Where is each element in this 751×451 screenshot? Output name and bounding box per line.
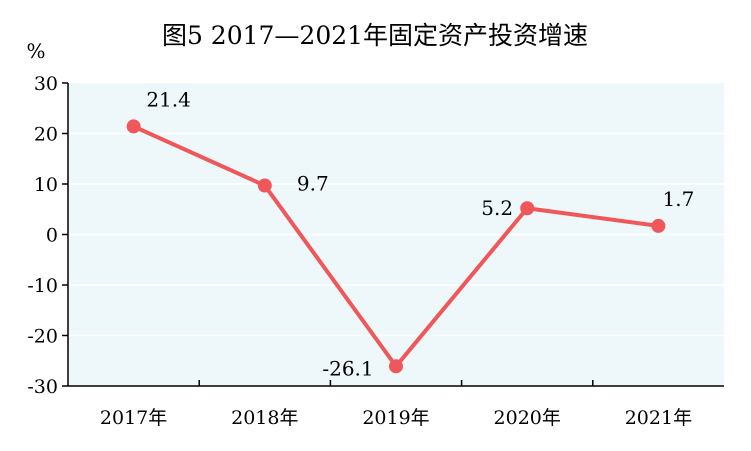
x-tick-labels: 2017年 2018年 2019年 2020年 2021年 — [100, 407, 692, 429]
y-tick-label: 0 — [46, 225, 58, 247]
data-label: 9.7 — [297, 172, 329, 196]
y-tick-label: 30 — [34, 73, 58, 95]
y-tick-labels: 30 20 10 0 -10 -20 -30 — [27, 73, 58, 398]
grid-lines — [68, 132, 724, 337]
x-tick-label: 2021年 — [625, 407, 692, 429]
data-point — [126, 119, 141, 134]
chart-title: 图5 2017—2021年固定资产投资增速 — [162, 21, 588, 50]
data-label: 5.2 — [481, 196, 513, 220]
data-labels: 21.4 9.7 -26.1 5.2 1.7 — [146, 87, 694, 380]
data-point — [257, 178, 272, 193]
data-point — [651, 218, 666, 233]
data-label: 1.7 — [662, 187, 694, 211]
y-tick-label: -10 — [27, 275, 58, 297]
data-label: -26.1 — [322, 356, 373, 380]
x-tick-label: 2020年 — [494, 407, 561, 429]
y-axis-unit: % — [26, 39, 45, 63]
y-tick-label: -30 — [27, 376, 58, 398]
data-label: 21.4 — [146, 87, 191, 111]
data-point — [520, 201, 535, 216]
axes — [62, 82, 724, 387]
y-tick-label: -20 — [27, 326, 58, 348]
series-line — [126, 119, 666, 374]
x-tick-label: 2019年 — [362, 407, 429, 429]
x-tick-label: 2018年 — [231, 407, 298, 429]
y-tick-label: 10 — [34, 174, 58, 196]
data-point — [389, 359, 403, 374]
y-tick-label: 20 — [34, 124, 58, 146]
x-tick-label: 2017年 — [100, 407, 167, 429]
